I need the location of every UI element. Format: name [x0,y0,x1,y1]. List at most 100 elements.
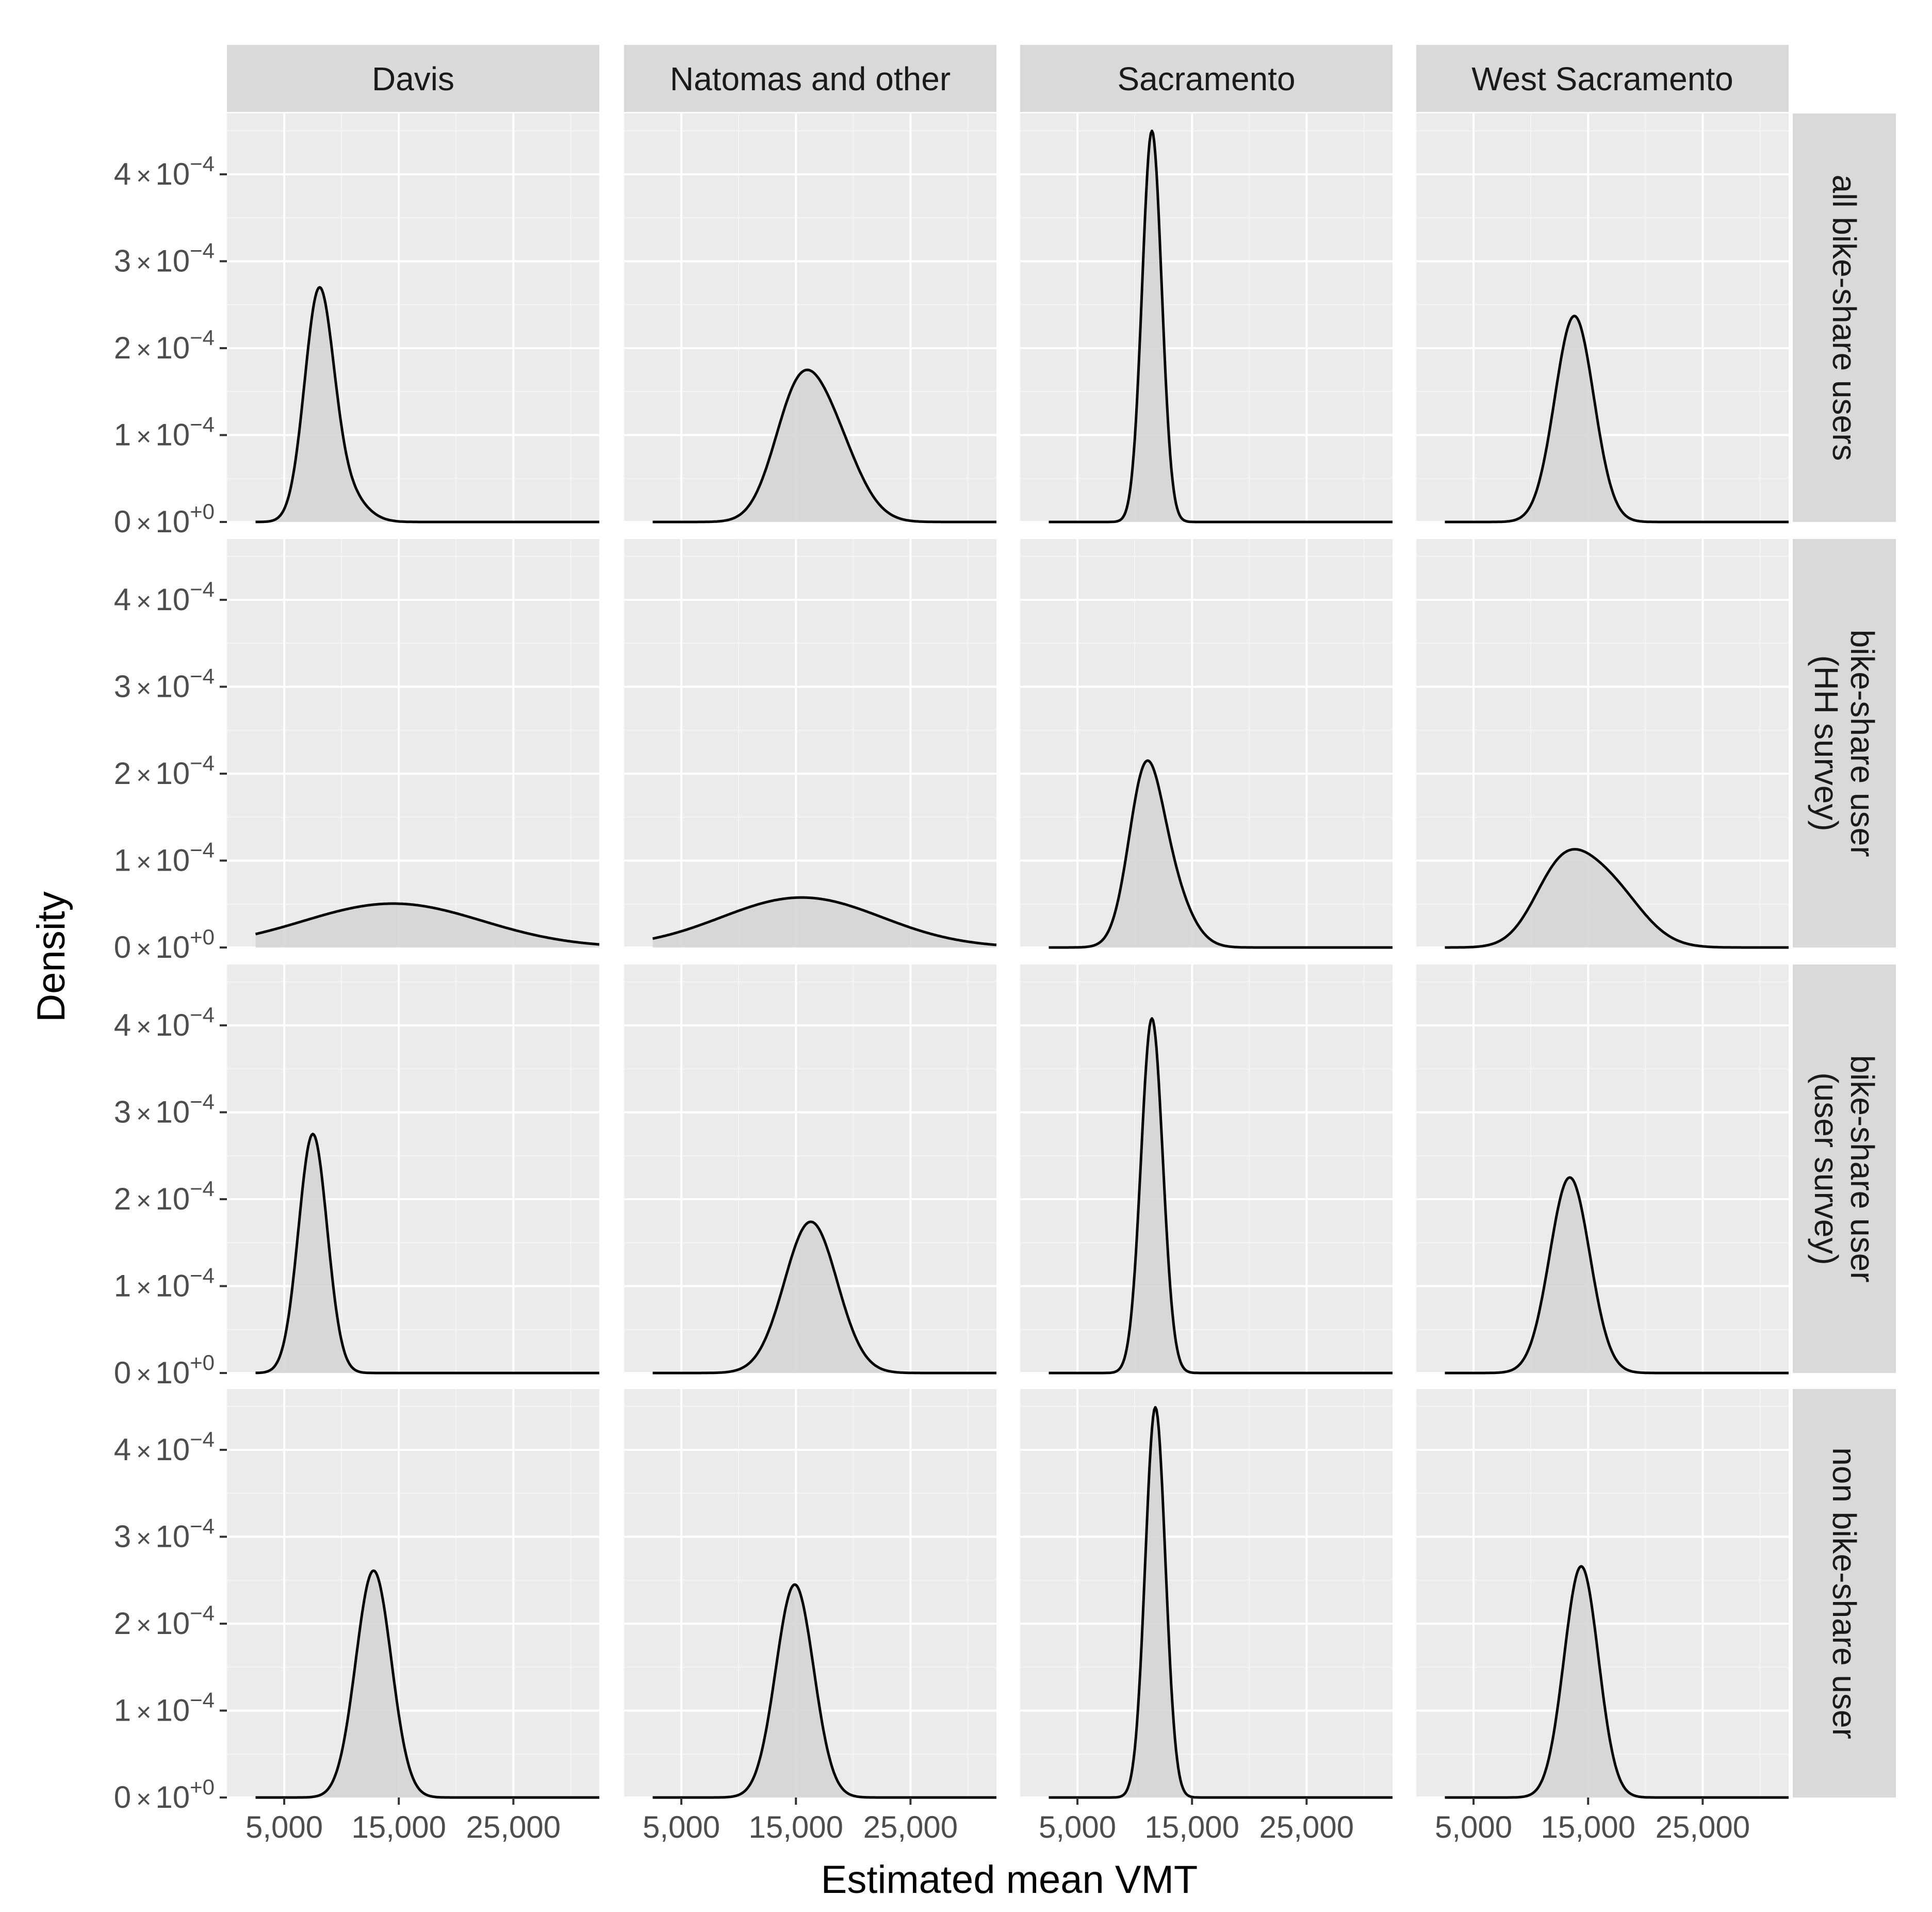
row-strip: all bike-share users [1793,113,1896,522]
y-tick-times: × [136,587,151,616]
x-tick-label: 15,000 [748,1810,843,1844]
density-area [255,287,599,522]
column-strip: West Sacramento [1416,45,1789,112]
y-tick-times: × [136,335,151,364]
y-tick-mantissa: 1 [114,843,131,877]
y-tick-base: 10 [155,1094,190,1129]
y-tick-label: 2 × 10−4 [114,1176,215,1216]
y-tick-label: 2 × 10−4 [114,1601,215,1641]
y-tick-exponent: −4 [190,1089,215,1114]
y-tick-mantissa: 4 [114,582,131,617]
y-tick-exponent: −4 [190,577,215,601]
x-tick-label: 5,000 [1435,1810,1512,1844]
y-tick-label: 0 × 10+0 [114,1350,215,1390]
y-tick-base: 10 [155,1355,190,1390]
y-tick-times: × [136,1360,151,1389]
density-line [652,1583,997,1799]
density-line [1049,1017,1393,1375]
y-tick-label: 0 × 10+0 [114,499,215,539]
y-tick-mantissa: 4 [114,157,131,191]
y-tick-exponent: −4 [190,1427,215,1451]
y-tick-times: × [136,1524,151,1553]
y-tick-base: 10 [155,1182,190,1216]
panel-background [1020,965,1393,1373]
x-tick-label: 5,000 [1039,1810,1116,1844]
y-tick-mantissa: 4 [114,1008,131,1042]
density-area [652,1584,996,1797]
y-tick-base: 10 [155,1519,190,1554]
density-line [255,286,600,524]
y-tick-exponent: −4 [190,1601,215,1625]
y-tick-mantissa: 4 [114,1432,131,1467]
y-tick-exponent: −4 [190,838,215,862]
y-tick-times: × [136,1012,151,1041]
y-tick-times: × [136,761,151,790]
y-tick-label: 1 × 10−4 [114,838,215,877]
y-tick-mantissa: 0 [114,1355,131,1390]
row-strip-label: (user survey) [1808,1072,1845,1265]
y-tick-label: 3 × 10−4 [114,238,215,278]
y-tick-base: 10 [155,331,190,365]
x-tick-label: 15,000 [351,1810,446,1844]
y-tick-mantissa: 0 [114,1780,131,1815]
y-tick-label: 4 × 10−4 [114,1003,215,1042]
panel-r3-c0 [226,1389,600,1799]
y-tick-base: 10 [155,504,190,539]
column-strip: Davis [227,45,599,112]
y-tick-exponent: +0 [190,925,215,949]
y-tick-times: × [136,422,151,451]
panel-r2-c2 [1020,965,1393,1375]
y-tick-mantissa: 0 [114,504,131,539]
y-tick-label: 2 × 10−4 [114,325,215,365]
x-tick-label: 5,000 [245,1810,323,1844]
row-strip: bike-share user(user survey) [1793,965,1896,1373]
y-tick-times: × [136,161,151,190]
x-tick-label: 15,000 [1541,1810,1635,1844]
y-tick-times: × [136,1186,151,1215]
panel-r2-c0 [226,965,600,1375]
panel-background [227,539,599,947]
y-tick-exponent: −4 [190,325,215,350]
y-axis-title: Density [29,891,73,1022]
strip-background [227,45,599,112]
density-area [255,903,599,947]
panel-background [227,1389,599,1797]
y-tick-label: 4 × 10−4 [114,152,215,191]
y-tick-base: 10 [155,1432,190,1467]
x-tick-label: 5,000 [643,1810,720,1844]
y-tick-times: × [136,1785,151,1813]
strip-background [1020,45,1393,112]
y-tick-base: 10 [155,1268,190,1303]
y-tick-label: 4 × 10−4 [114,577,215,617]
y-tick-mantissa: 1 [114,417,131,452]
y-tick-times: × [136,1611,151,1640]
y-tick-mantissa: 2 [114,1182,131,1216]
y-tick-mantissa: 3 [114,243,131,278]
x-tick-label: 25,000 [863,1810,958,1844]
strip-background [1793,113,1896,522]
density-line [255,1569,600,1799]
density-line [652,1220,997,1375]
strip-background [624,45,996,112]
panel-r2-c3 [1416,965,1789,1375]
y-tick-base: 10 [155,843,190,877]
density-line [255,1133,600,1375]
y-tick-mantissa: 0 [114,930,131,965]
y-tick-mantissa: 2 [114,756,131,791]
density-area [255,1134,599,1373]
y-tick-label: 0 × 10+0 [114,1775,215,1815]
facet-strips-layer: Davis Natomas and other Sacramento West Sac… [227,45,1896,1797]
y-tick-exponent: −4 [190,412,215,436]
density-line [255,902,600,946]
density-area [1445,849,1789,947]
panel-r1-c0 [226,539,600,949]
y-tick-label: 3 × 10−4 [114,1514,215,1554]
y-tick-label: 1 × 10−4 [114,1688,215,1727]
x-axis-title: Estimated mean VMT [821,1858,1198,1902]
y-tick-base: 10 [155,669,190,704]
x-tick-label: 25,000 [1259,1810,1354,1844]
y-tick-exponent: +0 [190,499,215,524]
y-tick-base: 10 [155,417,190,452]
